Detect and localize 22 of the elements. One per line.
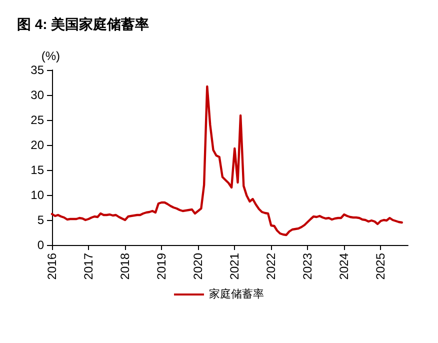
x-tick-label: 2021: [228, 252, 242, 280]
chart-title: 图 4: 美国家庭储蓄率: [17, 16, 150, 32]
x-tick-label: 2023: [300, 252, 315, 280]
y-tick-label: 20: [30, 138, 44, 152]
x-tick-label: 2025: [374, 252, 388, 280]
x-tick-label: 2024: [337, 252, 352, 280]
x-tick-label: 2019: [154, 252, 169, 280]
y-tick-label: 10: [30, 188, 44, 202]
y-tick-label: 5: [37, 213, 44, 227]
y-tick-label: 35: [30, 63, 44, 77]
x-tick-label: 2022: [264, 252, 278, 280]
x-tick-label: 2020: [191, 252, 206, 280]
y-tick-label: 0: [37, 238, 44, 252]
legend-label: 家庭储蓄率: [209, 288, 264, 300]
y-tick-label: 15: [30, 163, 44, 177]
x-tick-label: 2016: [45, 252, 59, 280]
y-axis-title: (%): [41, 49, 60, 63]
line-series: [50, 85, 403, 236]
x-tick-label: 2018: [118, 252, 132, 280]
x-tick-label: 2017: [82, 252, 96, 280]
y-tick-label: 25: [30, 113, 44, 127]
y-tick-label: 30: [30, 88, 44, 102]
